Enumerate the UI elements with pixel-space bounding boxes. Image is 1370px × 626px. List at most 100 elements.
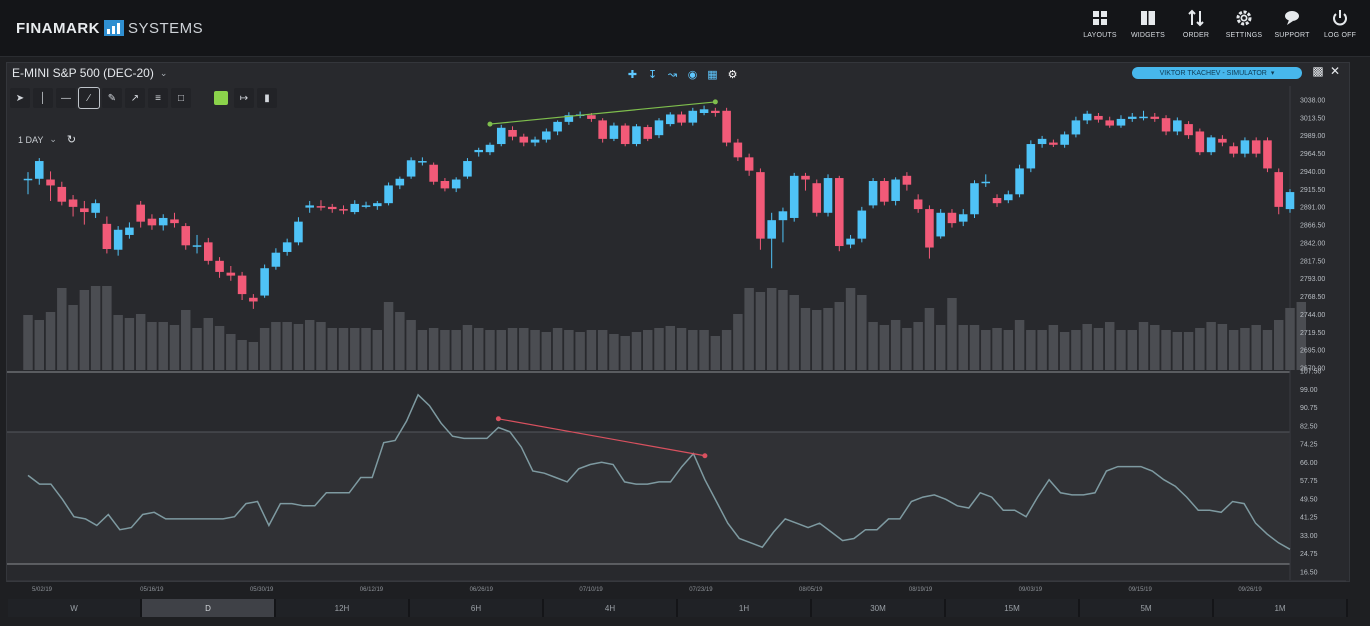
- timeframe-30m[interactable]: 30M: [812, 599, 946, 617]
- vertical-line-tool-icon[interactable]: │: [33, 88, 53, 108]
- volume-bar: [699, 330, 709, 370]
- volume-bar: [237, 340, 247, 370]
- volume-bar: [902, 328, 912, 370]
- trend-line-tool-icon[interactable]: ∕: [78, 87, 100, 109]
- download-icon[interactable]: ↧: [647, 69, 658, 81]
- timeframe-12h[interactable]: 12H: [276, 599, 410, 617]
- nav-label: WIDGETS: [1130, 32, 1166, 39]
- candle-up: [125, 227, 134, 235]
- candle-up: [305, 205, 314, 208]
- nav-settings[interactable]: SETTINGS: [1220, 8, 1268, 48]
- timeframe-6h[interactable]: 6H: [410, 599, 544, 617]
- candle-down: [519, 136, 529, 143]
- nav-support[interactable]: SUPPORT: [1268, 8, 1316, 48]
- timeframe-d[interactable]: D: [142, 599, 276, 617]
- volume-bar: [1127, 330, 1137, 370]
- globe-icon[interactable]: ◉: [687, 69, 698, 81]
- candle-up: [418, 161, 427, 163]
- chart-tools: ✚ ↧ ↝ ◉ ▦ ⚙: [626, 68, 739, 81]
- volume-bar: [1104, 322, 1115, 370]
- pointer-tool-icon[interactable]: ➤: [10, 88, 30, 108]
- volume-bar: [992, 328, 1002, 370]
- volume-bar: [507, 328, 518, 370]
- candle-up: [1015, 168, 1024, 195]
- horizontal-line-tool-icon[interactable]: —: [56, 88, 76, 108]
- volume-bar: [1059, 332, 1070, 370]
- indicator-scale-label: 74.25: [1300, 442, 1318, 449]
- date-label: 09/03/19: [1019, 587, 1043, 593]
- volume-bar: [226, 334, 236, 370]
- rectangle-tool-icon[interactable]: □: [171, 88, 191, 108]
- volume-bar: [597, 330, 608, 370]
- nav-order[interactable]: ORDER: [1172, 8, 1220, 48]
- volume-bar: [766, 288, 777, 370]
- timeframe-1h[interactable]: 1H: [678, 599, 812, 617]
- trend-line: [489, 101, 716, 125]
- trash-icon[interactable]: ▮: [257, 88, 277, 108]
- volume-bar: [158, 322, 168, 370]
- candle-up: [271, 252, 281, 267]
- date-label: 05/30/19: [250, 587, 274, 593]
- calendar-icon[interactable]: ▦: [707, 69, 718, 81]
- arrow-tool-icon[interactable]: ↗: [125, 88, 145, 108]
- nav-widgets[interactable]: WIDGETS: [1124, 8, 1172, 48]
- save-icon[interactable]: ▩: [1312, 64, 1324, 78]
- timeframe-5m[interactable]: 5M: [1080, 599, 1214, 617]
- pen-tool-icon[interactable]: ✎: [102, 88, 122, 108]
- text-tool-icon[interactable]: ↦: [234, 88, 254, 108]
- volume-bar: [1273, 320, 1284, 370]
- volume-bar: [406, 320, 416, 370]
- indicators-icon[interactable]: ↝: [667, 69, 678, 81]
- price-scale-label: 2915.50: [1300, 187, 1325, 194]
- date-label: 07/23/19: [689, 587, 713, 593]
- volume-bar: [541, 332, 552, 370]
- period-selector[interactable]: 1 DAY ⌄ ↻: [18, 133, 76, 146]
- nav-log-off[interactable]: LOG OFF: [1316, 8, 1364, 48]
- timeframe-w[interactable]: W: [8, 599, 142, 617]
- nav-layouts[interactable]: LAYOUTS: [1076, 8, 1124, 48]
- instrument-selector[interactable]: E-MINI S&P 500 (DEC-20) ⌄: [12, 66, 167, 80]
- candle-up: [474, 149, 483, 153]
- user-account-badge[interactable]: VIKTOR TKACHEV - SIMULATOR ▾: [1132, 67, 1302, 79]
- candle-up: [958, 214, 968, 222]
- trend-line-handle: [495, 416, 501, 422]
- gear-icon[interactable]: ⚙: [727, 69, 738, 81]
- candle-down: [801, 175, 810, 180]
- volume-bar: [1003, 330, 1014, 370]
- candle-down: [1251, 140, 1261, 154]
- color-swatch-icon[interactable]: [214, 91, 228, 105]
- volume-bar: [451, 330, 461, 370]
- volume-bar: [710, 336, 721, 370]
- volume-bar: [744, 288, 754, 370]
- volume-bar: [1228, 330, 1239, 370]
- volume-bar: [1217, 324, 1228, 370]
- candle-up: [778, 211, 788, 221]
- gear-icon: [1236, 10, 1252, 26]
- refresh-icon[interactable]: ↻: [66, 134, 77, 146]
- timeframe-1m[interactable]: 1M: [1214, 599, 1348, 617]
- timeframe-15m[interactable]: 15M: [946, 599, 1080, 617]
- crosshair-icon[interactable]: ✚: [627, 69, 638, 81]
- volume-bar: [755, 292, 766, 370]
- price-scale-label: 2744.00: [1300, 312, 1325, 319]
- candle-up: [654, 120, 664, 136]
- volume-bar: [688, 330, 698, 370]
- price-scale-label: 2817.50: [1300, 258, 1325, 265]
- close-icon[interactable]: ✕: [1329, 64, 1341, 78]
- fibonacci-tool-icon[interactable]: ≡: [148, 88, 168, 108]
- indicator-scale-label: 107.50: [1300, 369, 1322, 376]
- volume-bar: [338, 328, 349, 370]
- candle-up: [688, 110, 698, 123]
- price-scale-label: 3013.50: [1300, 115, 1325, 122]
- volume-bar: [586, 330, 597, 370]
- date-label: 08/05/19: [799, 587, 823, 593]
- volume-bar: [293, 324, 304, 370]
- volume-bar: [924, 308, 935, 370]
- candle-down: [204, 242, 213, 261]
- timeframe-4h[interactable]: 4H: [544, 599, 678, 617]
- price-scale-label: 2719.50: [1300, 330, 1325, 337]
- candle-up: [384, 185, 393, 204]
- candle-up: [970, 183, 979, 215]
- price-scale-label: 2670.00: [1300, 366, 1325, 373]
